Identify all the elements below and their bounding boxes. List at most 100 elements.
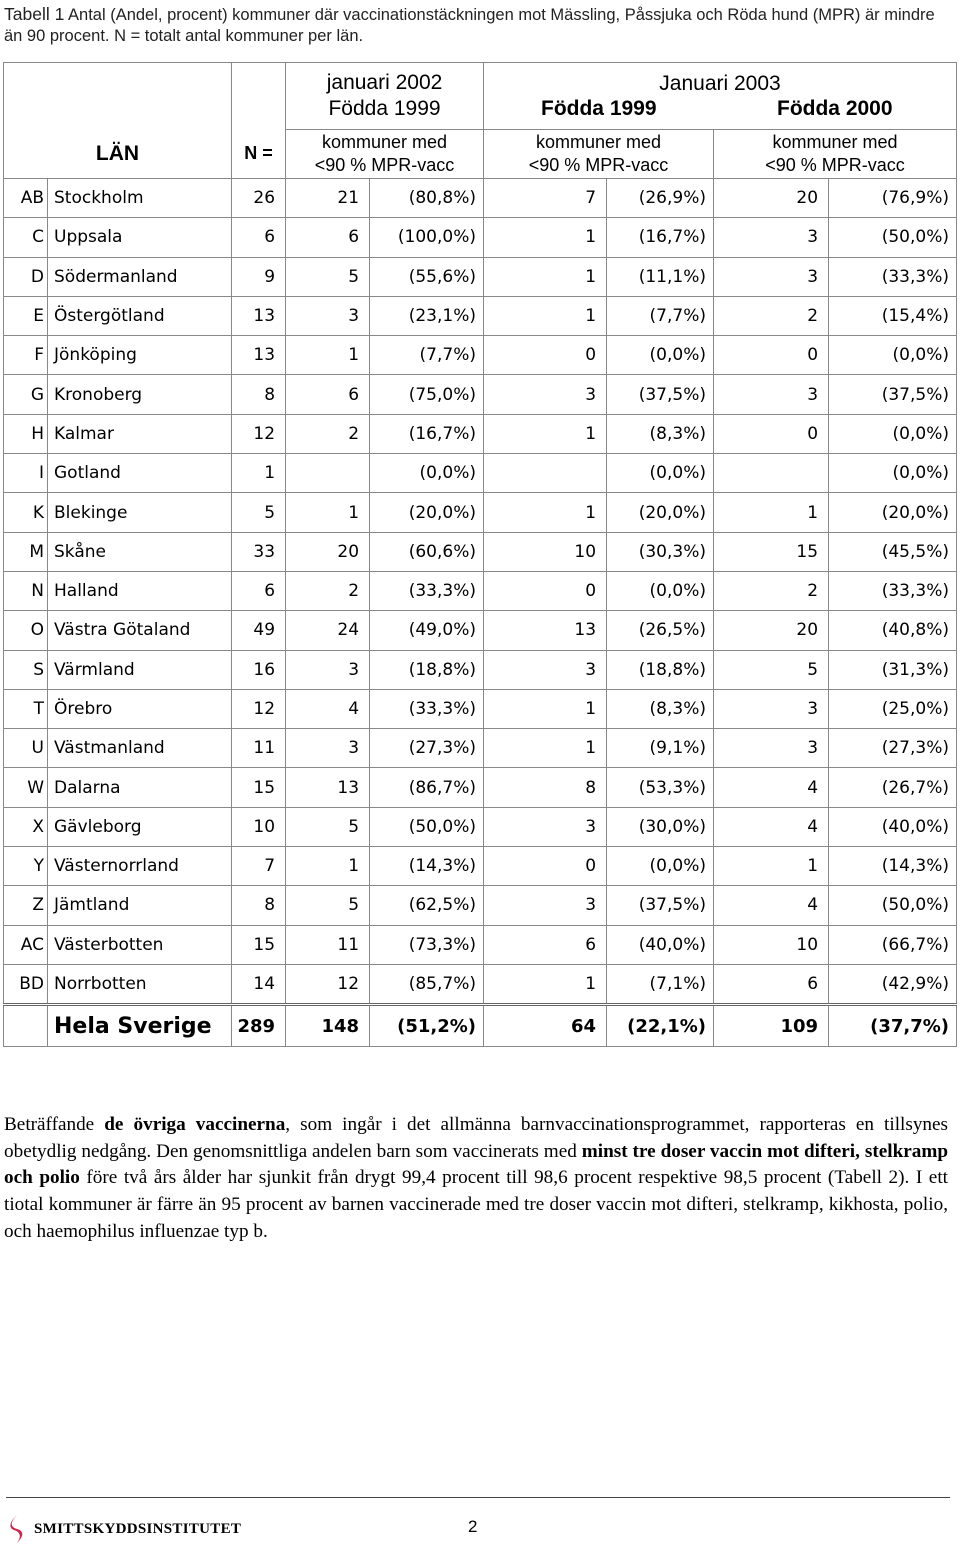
cell-n2: 3 [483, 649, 608, 690]
table-caption: Tabell 1 Antal (Andel, procent) kommuner… [4, 4, 944, 47]
total-p2: (22,1%) [606, 1003, 715, 1048]
cell-code: H [3, 413, 48, 455]
cell-p2: (18,8%) [606, 649, 715, 690]
cell-n1: 6 [285, 217, 371, 258]
table-row: K Blekinge 5 1 (20,0%) 1 (20,0%) 1 (20,0%) [3, 492, 958, 533]
cell-code: AB [3, 177, 48, 219]
cell-p1: (75,0%) [369, 374, 485, 415]
cell-code: M [3, 531, 48, 572]
cell-n1: 5 [285, 885, 371, 926]
cell-p2: (26,5%) [606, 610, 715, 651]
cell-n: 49 [231, 610, 287, 651]
cell-p1: (33,3%) [369, 570, 485, 612]
cell-n2: 1 [483, 217, 608, 258]
header-2003-year: Januari 2003 [659, 72, 781, 95]
cell-p1: (0,0%) [369, 453, 485, 494]
cell-code: E [3, 295, 48, 337]
cell-n1: 2 [285, 413, 371, 455]
cell-n1: 3 [285, 649, 371, 690]
cell-n: 8 [231, 374, 287, 415]
cell-n: 12 [231, 413, 287, 455]
cell-n2: 0 [483, 570, 608, 612]
cell-p3: (0,0%) [828, 413, 958, 455]
cell-n: 7 [231, 846, 287, 887]
cell-p1: (14,3%) [369, 846, 485, 887]
cell-code: X [3, 806, 48, 848]
cell-code: AC [3, 924, 48, 965]
cell-n: 26 [231, 177, 287, 219]
cell-n2: 1 [483, 295, 608, 337]
cell-p2: (20,0%) [606, 492, 715, 533]
cell-p3: (76,9%) [828, 177, 958, 219]
total-name: Hela Sverige [46, 1003, 233, 1048]
cell-p1: (18,8%) [369, 649, 485, 690]
para-bold-2: minst tre doser vaccin mot difteri, stel… [4, 1140, 948, 1189]
cell-name: Kronoberg [46, 374, 233, 415]
cell-p1: (7,7%) [369, 335, 485, 376]
total-code [3, 1003, 48, 1048]
cell-p3: (25,0%) [828, 688, 958, 730]
cell-p2: (40,0%) [606, 924, 715, 965]
cell-code: F [3, 335, 48, 376]
cell-n3: 10 [713, 924, 830, 965]
cell-name: Södermanland [46, 256, 233, 297]
cell-n: 16 [231, 649, 287, 690]
cell-p1: (60,6%) [369, 531, 485, 572]
para-bold-1: de övriga vaccinerna [104, 1114, 286, 1135]
cell-code: U [3, 728, 48, 769]
table-row: AC Västerbotten 15 11 (73,3%) 6 (40,0%) 10 (66,7… [3, 924, 958, 965]
cell-name: Örebro [46, 688, 233, 730]
cell-p3: (26,7%) [828, 767, 958, 808]
cell-n2: 8 [483, 767, 608, 808]
cell-n: 1 [231, 453, 287, 494]
cell-p3: (50,0%) [828, 217, 958, 258]
cell-code: Z [3, 885, 48, 926]
cell-p1: (55,6%) [369, 256, 485, 297]
cell-p2: (0,0%) [606, 846, 715, 887]
cell-n3: 15 [713, 531, 830, 572]
cell-n1: 12 [285, 963, 371, 1006]
table-row: U Västmanland 11 3 (27,3%) 1 (9,1%) 3 (27,3%) [3, 728, 958, 769]
cell-n2: 1 [483, 963, 608, 1006]
cell-n2: 0 [483, 335, 608, 376]
table-row: Y Västernorrland 7 1 (14,3%) 0 (0,0%) 1 (14,3%) [3, 846, 958, 887]
cell-p3: (37,5%) [828, 374, 958, 415]
cell-n1: 5 [285, 256, 371, 297]
cell-name: Halland [46, 570, 233, 612]
para-seg-1: Beträffande [4, 1114, 105, 1135]
table-row: D Södermanland 9 5 (55,6%) 1 (11,1%) 3 (33,3%) [3, 256, 958, 297]
table-row: O Västra Götaland 49 24 (49,0%) 13 (26,5%) 20 (4… [3, 610, 958, 651]
cell-n1: 13 [285, 767, 371, 808]
header-2003: Januari 2003 Födda 1999 Födda 2000 [483, 62, 958, 130]
cell-p3: (66,7%) [828, 924, 958, 965]
cell-n1: 4 [285, 688, 371, 730]
table-row: N Halland 6 2 (33,3%) 0 (0,0%) 2 (33,3%) [3, 570, 958, 612]
header-sub-2003-2000: kommuner med <90 % MPR-vacc [713, 129, 958, 179]
cell-p2: (7,1%) [606, 963, 715, 1006]
cell-p1: (80,8%) [369, 177, 485, 219]
header-sub-line1: kommuner med [535, 132, 662, 152]
cell-p2: (30,0%) [606, 806, 715, 848]
cell-p3: (40,8%) [828, 610, 958, 651]
header-sub-line2: <90 % MPR-vacc [765, 155, 905, 175]
cell-p1: (16,7%) [369, 413, 485, 455]
cell-n: 5 [231, 492, 287, 533]
header-sub-2002: kommuner med <90 % MPR-vacc [285, 129, 485, 179]
total-n3: 109 [713, 1003, 830, 1048]
cell-n: 12 [231, 688, 287, 730]
cell-name: Kalmar [46, 413, 233, 455]
cell-n1: 5 [285, 806, 371, 848]
cell-n3: 4 [713, 767, 830, 808]
header-sub-2003-1999: kommuner med <90 % MPR-vacc [483, 129, 715, 179]
cell-n1: 11 [285, 924, 371, 965]
total-p1: (51,2%) [369, 1003, 485, 1048]
cell-n2: 1 [483, 492, 608, 533]
cell-n3: 1 [713, 492, 830, 533]
cell-p3: (45,5%) [828, 531, 958, 572]
cell-n1: 3 [285, 728, 371, 769]
cell-p3: (14,3%) [828, 846, 958, 887]
cell-n3: 2 [713, 570, 830, 612]
header-2003-born-1999: Födda 1999 [541, 97, 657, 120]
header-sub-line2: <90 % MPR-vacc [528, 155, 669, 175]
cell-n: 10 [231, 806, 287, 848]
